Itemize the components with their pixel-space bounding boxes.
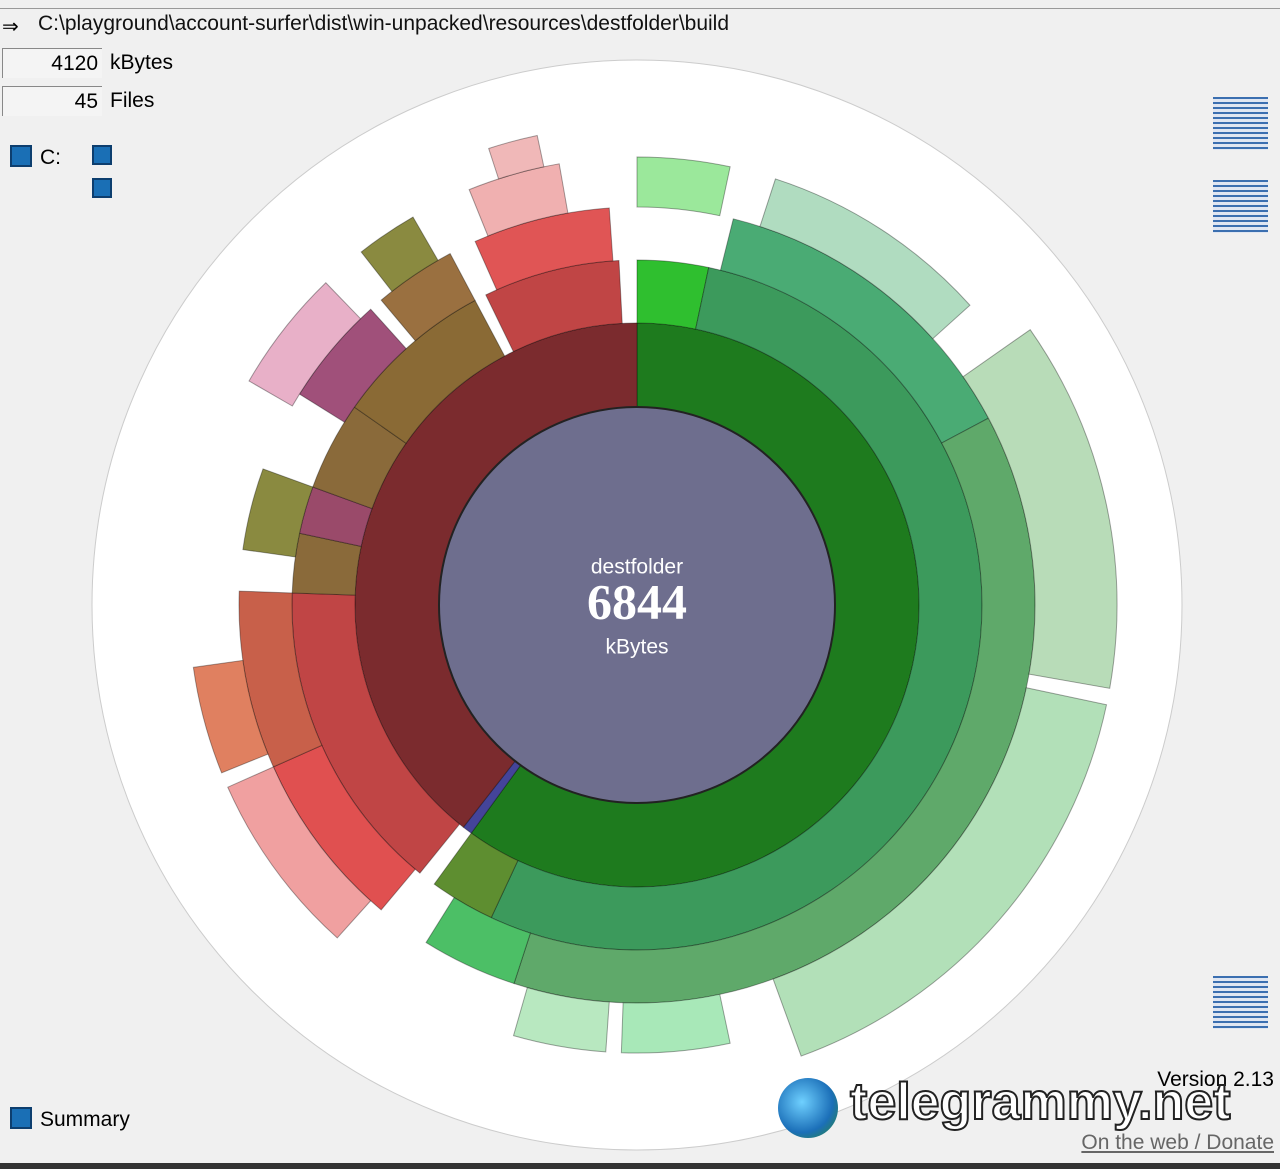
center-unit: kBytes <box>605 636 668 659</box>
folder-segment[interactable] <box>962 328 1118 689</box>
bottom-border <box>0 1163 1280 1169</box>
folder-segment[interactable] <box>353 299 506 444</box>
folder-segment[interactable] <box>192 659 269 774</box>
folder-segment[interactable] <box>227 766 372 939</box>
size-unit: kBytes <box>110 51 174 74</box>
files-unit: Files <box>110 89 155 112</box>
files-box: 45 <box>2 86 102 116</box>
drive-label[interactable]: C: <box>40 146 61 169</box>
folder-segment[interactable] <box>360 216 439 293</box>
folder-segment[interactable] <box>468 163 569 237</box>
folder-segment[interactable] <box>772 687 1108 1057</box>
folder-segment[interactable] <box>759 178 971 340</box>
folder-segment[interactable] <box>425 896 532 985</box>
delete-button[interactable] <box>1213 180 1268 233</box>
folder-segment[interactable] <box>488 134 545 180</box>
path-label: C:\playground\account-surfer\dist\win-un… <box>38 12 730 35</box>
folder-segment[interactable] <box>248 282 362 407</box>
arrow-icon: ⇒ <box>2 16 19 38</box>
folder-segment[interactable] <box>298 308 407 423</box>
summary-icon[interactable] <box>10 1107 32 1129</box>
top-border <box>0 8 1280 9</box>
center-name: destfolder <box>591 556 683 579</box>
zoom-in[interactable] <box>92 145 112 165</box>
folder-segment[interactable] <box>636 259 710 330</box>
refresh-button[interactable] <box>1213 976 1268 1029</box>
zoom-out[interactable] <box>92 178 112 198</box>
folder-segment[interactable] <box>433 832 519 919</box>
folder-segment[interactable] <box>291 532 362 596</box>
center-size: 6844 <box>587 573 687 629</box>
watermark: telegrammy.net <box>849 1072 1232 1132</box>
watermark-logo <box>778 1078 838 1138</box>
folder-segment[interactable] <box>620 993 731 1054</box>
version-label: Version 2.13 <box>1157 1068 1274 1091</box>
drive-icon[interactable] <box>10 145 32 167</box>
summary-label[interactable]: Summary <box>40 1108 130 1131</box>
folder-segment[interactable] <box>513 417 1036 1004</box>
folder-segment[interactable] <box>636 156 731 217</box>
center-circle[interactable] <box>438 406 836 804</box>
drive-button[interactable] <box>1213 97 1268 150</box>
folder-segment[interactable] <box>380 252 476 342</box>
web-link[interactable]: On the web / Donate <box>1081 1131 1274 1154</box>
folder-segment[interactable] <box>474 207 614 291</box>
folder-segment[interactable] <box>242 468 314 558</box>
folder-segment[interactable] <box>512 986 610 1053</box>
folder-segment[interactable] <box>272 744 416 911</box>
size-box: 4120 <box>2 48 102 78</box>
folder-segment[interactable] <box>238 590 323 768</box>
